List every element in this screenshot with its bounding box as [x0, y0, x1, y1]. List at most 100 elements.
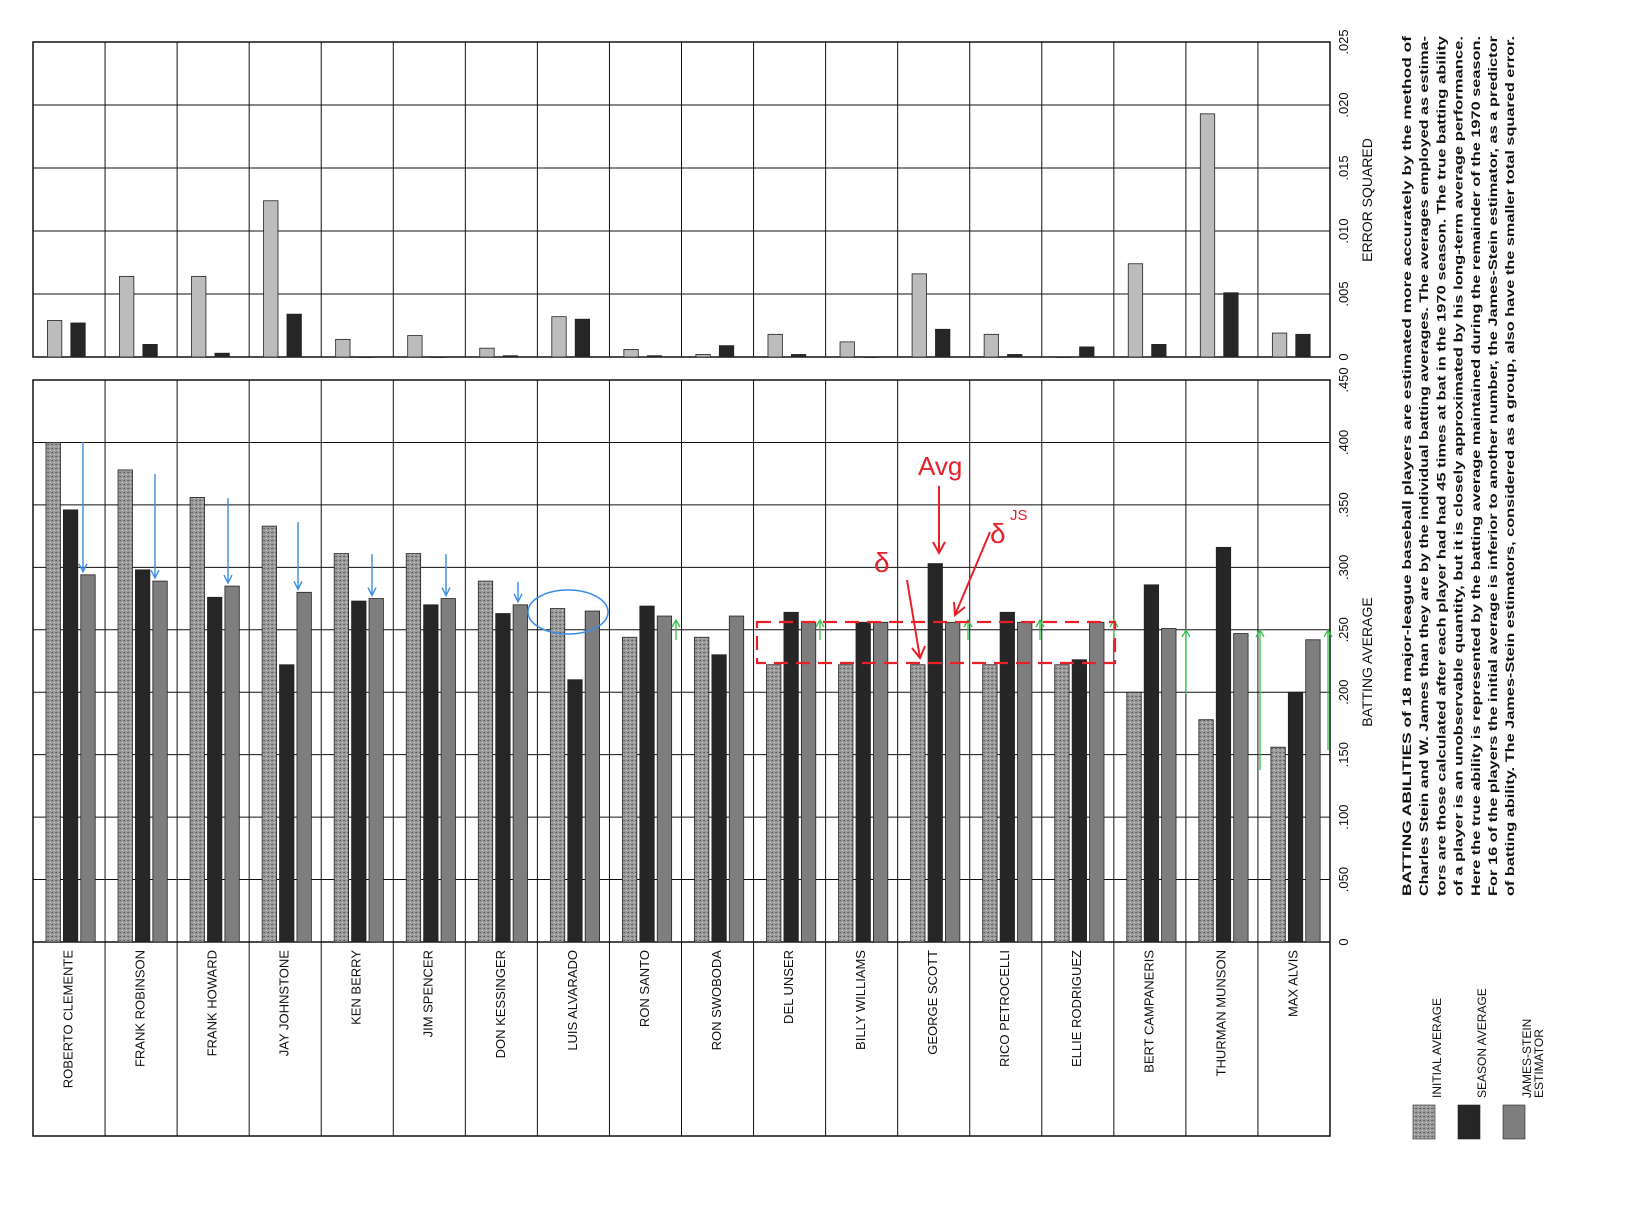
player-name: LUIS ALVARADO [565, 950, 580, 1051]
green-arrow [1035, 618, 1045, 640]
error-bar-initial-average [623, 349, 639, 358]
error-bar-james-stein-estimator [1007, 354, 1023, 358]
bar-season-average [855, 621, 871, 943]
bar-initial-average [261, 525, 277, 943]
bar-james-stein-estimator [728, 615, 745, 943]
legend-swatch [1412, 1104, 1436, 1140]
error-bar-james-stein-estimator [286, 313, 302, 358]
bar-season-average [783, 611, 799, 943]
player-name: DEL UNSER [781, 950, 796, 1024]
bar-season-average [62, 509, 79, 943]
tick-label: 0 [1336, 353, 1351, 360]
tick-label: .450 [1336, 367, 1351, 392]
blue-arrow [293, 522, 303, 591]
bar-initial-average [910, 664, 926, 943]
legend-label: ESTIMATOR [1532, 1029, 1546, 1098]
batting-average-panel [32, 379, 1331, 1137]
player-name: JAY JOHNSTONE [277, 950, 292, 1057]
bar-james-stein-estimator [152, 580, 168, 943]
error-bar-james-stein-estimator [935, 328, 951, 358]
player-name: ROBERTO CLEMENTE [60, 950, 75, 1089]
caption-line: BATTING ABILITIES of 18 major-league bas… [1400, 35, 1414, 896]
player-name: MAX ALVIS [1285, 950, 1300, 1017]
bar-initial-average [1126, 691, 1142, 943]
error-bar-initial-average [983, 333, 999, 358]
bar-initial-average [1198, 719, 1214, 943]
bar-season-average [351, 600, 367, 943]
error-bar-initial-average [551, 316, 567, 358]
player-names: ROBERTO CLEMENTE FRANK ROBINSON FRANK HOWA… [60, 950, 1300, 1089]
bar-season-average [135, 569, 151, 943]
green-arrow [963, 618, 973, 640]
tick-label: .010 [1336, 218, 1351, 243]
bar-james-stein-estimator [656, 615, 673, 943]
error-bar-initial-average [1199, 113, 1216, 358]
player-name: DON KESSINGER [493, 950, 508, 1058]
error-bar-initial-average [1271, 332, 1288, 358]
error-bar-james-stein-estimator [358, 356, 374, 358]
error-bar-james-stein-estimator [646, 355, 663, 358]
bar-initial-average [622, 636, 638, 943]
error-bar-initial-average [335, 338, 351, 358]
bar-season-average [207, 596, 223, 943]
legend-swatch [1502, 1104, 1526, 1140]
annotation-delta-js: δ [990, 518, 1006, 549]
error-bar-james-stein-estimator [790, 354, 807, 358]
blue-arrow [367, 554, 377, 598]
legend-swatch [1457, 1104, 1481, 1140]
caption-line: of a player is an unobservable quantity,… [1452, 36, 1466, 896]
bar-initial-average [549, 608, 566, 943]
batting-average-bars [45, 442, 1321, 943]
player-name: FRANK ROBINSON [133, 950, 148, 1067]
tick-label: .350 [1336, 492, 1351, 517]
error-bar-james-stein-estimator [1295, 333, 1311, 358]
bar-initial-average [1054, 664, 1070, 943]
caption-line: Charles Stein and W. James than they are… [1417, 36, 1431, 896]
bar-james-stein-estimator [1305, 639, 1321, 943]
bar-season-average [279, 664, 295, 943]
error-bar-initial-average [479, 347, 495, 358]
bar-season-average [927, 563, 943, 943]
tick-label: .100 [1336, 804, 1351, 829]
bar-james-stein-estimator [512, 604, 528, 943]
error-bar-initial-average [1127, 263, 1144, 358]
error-bar-initial-average [767, 333, 783, 358]
player-name: BERT CAMPANERIS [1141, 950, 1156, 1073]
blue-arrow [223, 498, 233, 585]
bar-season-average [1287, 691, 1304, 943]
player-name: RICO PETROCELLI [997, 950, 1012, 1067]
bar-initial-average [333, 553, 350, 943]
error-bar-initial-average [263, 200, 279, 358]
green-arrow [1323, 628, 1333, 750]
bar-james-stein-estimator [440, 598, 456, 943]
player-name: ELLIE RODRIGUEZ [1069, 950, 1084, 1067]
error-bar-james-stein-estimator [1151, 343, 1167, 358]
error-bar-initial-average [407, 335, 423, 358]
error-bar-initial-average [911, 273, 927, 358]
bar-season-average [1143, 584, 1160, 943]
bar-james-stein-estimator [368, 598, 384, 943]
bar-initial-average [189, 496, 205, 943]
red-arrow-avg [932, 486, 946, 556]
blue-arrow [78, 442, 88, 574]
bar-season-average [999, 611, 1015, 943]
tick-label: .150 [1336, 742, 1351, 767]
error-bar-initial-average [191, 275, 207, 358]
red-arrow-delta-js [953, 531, 991, 617]
red-arrow-delta [906, 579, 926, 660]
tick-label: .300 [1336, 555, 1351, 580]
player-name: FRANK HOWARD [205, 950, 220, 1056]
legend: INITIAL AVERAGE SEASON AVERAGE JAMES-STEIN… [1412, 988, 1546, 1140]
bar-james-stein-estimator [1089, 621, 1105, 943]
annotation-delta: δ [874, 547, 890, 578]
blue-arrow [513, 582, 523, 604]
blue-circle [527, 589, 609, 635]
bar-james-stein-estimator [80, 574, 96, 943]
bar-initial-average [766, 664, 782, 943]
error-bar-james-stein-estimator [863, 356, 879, 358]
bar-james-stein-estimator [1233, 633, 1249, 943]
bar-initial-average [838, 664, 854, 943]
bar-season-average [711, 654, 727, 943]
